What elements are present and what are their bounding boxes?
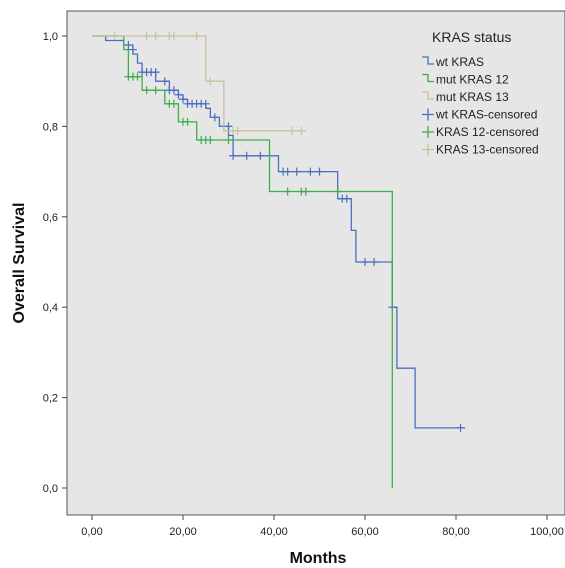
censor-mark-mut-kras-12 <box>169 99 178 108</box>
x-tick-label: 40,00 <box>260 526 288 538</box>
censor-mark-wt-kras <box>210 113 219 122</box>
y-tick-label: 0,8 <box>43 121 58 133</box>
censor-mark-mut-kras-13 <box>192 32 201 40</box>
censor-mark-mut-kras-13 <box>169 32 178 40</box>
legend-symbol <box>422 73 434 83</box>
censor-mark-wt-kras <box>229 151 238 160</box>
censor-mark-wt-kras <box>361 258 369 266</box>
censor-mark-wt-kras <box>128 45 137 54</box>
censor-mark-wt-kras <box>169 86 178 95</box>
censor-mark-wt-kras <box>256 151 265 160</box>
censor-mark-mut-kras-12 <box>133 72 142 81</box>
censor-mark-wt-kras <box>179 95 187 104</box>
censor-mark-mut-kras-12 <box>301 187 310 196</box>
x-tick-label: 80,00 <box>442 526 470 538</box>
legend-title: KRAS status <box>432 29 511 45</box>
censor-mark-wt-kras <box>124 41 133 50</box>
y-axis-title: Overall Survival <box>11 203 28 324</box>
legend-label: mut KRAS 13 <box>436 90 509 104</box>
censor-mark-mut-kras-13 <box>288 126 297 135</box>
censor-mark-wt-kras <box>224 122 233 131</box>
censor-mark-wt-kras <box>370 258 379 266</box>
y-tick-label: 0,4 <box>43 302 58 314</box>
censor-mark-wt-kras <box>456 423 465 432</box>
censor-mark-mut-kras-12 <box>333 187 342 196</box>
legend-symbol <box>422 126 434 138</box>
censor-mark-mut-kras-13 <box>110 32 119 40</box>
censor-mark-mut-kras-12 <box>283 187 292 196</box>
censor-mark-wt-kras <box>174 90 183 99</box>
censor-mark-wt-kras <box>242 151 251 160</box>
x-tick-label: 20,00 <box>169 526 197 538</box>
censor-mark-mut-kras-13 <box>142 32 151 40</box>
x-axis-title: Months <box>290 550 347 567</box>
censor-mark-mut-kras-12 <box>183 117 192 126</box>
censor-mark-mut-kras-13 <box>206 77 215 86</box>
censor-mark-wt-kras <box>151 68 160 77</box>
censor-mark-mut-kras-12 <box>206 135 215 144</box>
axis-layer: 0,00 20,00 40,00 60,00 80,00 100,00 0,0 0,2 0,4 0… <box>43 31 564 538</box>
y-tick-label: 0,2 <box>43 393 58 405</box>
legend-label: KRAS 12-censored <box>436 125 539 139</box>
y-tick-label: 1,0 <box>43 31 58 43</box>
censor-mark-mut-kras-12 <box>224 135 233 144</box>
censor-mark-wt-kras <box>306 167 315 176</box>
series-line-mut-kras-12 <box>92 35 393 488</box>
censor-mark-mut-kras-13 <box>297 126 306 135</box>
y-tick-label: 0,6 <box>43 212 58 224</box>
x-tick-label: 100,00 <box>530 526 564 538</box>
censor-mark-mut-kras-12 <box>151 86 160 95</box>
censor-mark-wt-kras <box>201 99 210 108</box>
legend-symbol <box>422 143 434 156</box>
censor-mark-wt-kras <box>160 77 169 86</box>
censor-mark-wt-kras <box>292 167 301 176</box>
censor-mark-mut-kras-13 <box>151 32 160 40</box>
legend-label: wt KRAS-censored <box>435 108 537 122</box>
censor-mark-wt-kras <box>342 194 351 203</box>
legend-symbol <box>422 56 434 65</box>
legend-symbol <box>422 91 434 100</box>
censor-mark-mut-kras-13 <box>233 126 242 135</box>
y-tick-label: 0,0 <box>43 483 58 495</box>
legend: KRAS status wt KRAS mut KRAS 12 mut KRAS 13… <box>422 29 539 157</box>
series-layer <box>92 32 466 488</box>
legend-label: mut KRAS 12 <box>436 73 509 87</box>
x-tick-label: 0,00 <box>81 526 102 538</box>
censor-mark-wt-kras <box>315 167 324 176</box>
legend-label: KRAS 13-censored <box>436 143 539 157</box>
series-line-wt-kras <box>92 35 466 429</box>
legend-symbol <box>422 108 434 121</box>
legend-label: wt KRAS <box>435 55 484 69</box>
plot-background <box>66 10 565 516</box>
x-tick-label: 60,00 <box>351 526 379 538</box>
censor-mark-wt-kras <box>283 167 292 176</box>
censor-mark-mut-kras-12 <box>142 86 151 95</box>
